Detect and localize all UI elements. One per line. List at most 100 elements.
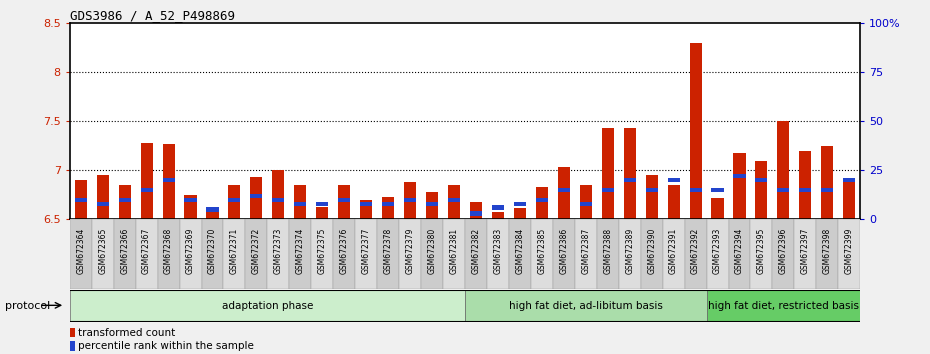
Bar	[267, 219, 289, 289]
Text: GSM672370: GSM672370	[208, 228, 217, 274]
Text: GSM672374: GSM672374	[296, 228, 305, 274]
Bar	[662, 219, 684, 289]
Bar	[689, 188, 701, 192]
Bar	[470, 211, 482, 216]
Bar	[536, 187, 548, 219]
Text: GSM672376: GSM672376	[339, 228, 349, 274]
Bar	[74, 180, 86, 219]
Bar	[838, 219, 860, 289]
Text: GSM672364: GSM672364	[76, 228, 86, 274]
Bar	[179, 219, 202, 289]
Bar	[113, 219, 136, 289]
Bar	[465, 290, 707, 322]
Bar	[821, 146, 833, 219]
Text: GSM672393: GSM672393	[713, 228, 722, 274]
Bar	[597, 219, 618, 289]
Bar	[531, 219, 552, 289]
Bar	[163, 144, 175, 219]
Bar	[229, 185, 241, 219]
Bar	[487, 219, 509, 289]
Text: GSM672387: GSM672387	[581, 228, 591, 274]
Bar	[443, 219, 465, 289]
Text: GSM672397: GSM672397	[801, 228, 810, 274]
Text: GSM672392: GSM672392	[691, 228, 700, 274]
Text: GSM672372: GSM672372	[252, 228, 261, 274]
Bar	[426, 201, 438, 206]
Bar	[421, 219, 443, 289]
Bar	[799, 151, 811, 219]
Bar	[404, 198, 416, 202]
Bar	[734, 174, 746, 178]
Bar	[751, 219, 773, 289]
Text: GSM672383: GSM672383	[494, 228, 502, 274]
Text: GSM672378: GSM672378	[384, 228, 392, 274]
Bar	[711, 188, 724, 192]
Text: GSM672377: GSM672377	[362, 228, 371, 274]
Text: GSM672388: GSM672388	[604, 228, 612, 274]
Bar	[711, 198, 724, 219]
Text: GSM672371: GSM672371	[230, 228, 239, 274]
Text: GSM672399: GSM672399	[844, 228, 854, 274]
Bar	[624, 178, 636, 182]
Text: GSM672384: GSM672384	[515, 228, 525, 274]
Bar	[92, 219, 113, 289]
Bar	[246, 219, 267, 289]
Bar	[272, 170, 285, 219]
Bar	[799, 188, 811, 192]
Bar	[360, 201, 372, 206]
Bar	[552, 219, 575, 289]
Bar	[509, 219, 531, 289]
Bar	[136, 219, 157, 289]
Text: GSM672369: GSM672369	[186, 228, 195, 274]
Bar	[773, 219, 794, 289]
Bar	[755, 178, 767, 182]
Bar	[70, 328, 75, 337]
Bar	[668, 185, 680, 219]
Bar	[579, 201, 591, 206]
Bar	[492, 212, 504, 219]
Bar	[602, 188, 614, 192]
Bar	[206, 208, 219, 219]
Bar	[202, 219, 223, 289]
Text: GSM672391: GSM672391	[669, 228, 678, 274]
Bar	[668, 178, 680, 182]
Text: GSM672367: GSM672367	[142, 228, 151, 274]
Bar	[514, 208, 526, 219]
Bar	[465, 219, 487, 289]
Bar	[184, 195, 196, 219]
Bar	[223, 219, 246, 289]
Text: GSM672365: GSM672365	[99, 228, 107, 274]
Text: GSM672366: GSM672366	[120, 228, 129, 274]
Bar	[339, 198, 351, 202]
Bar	[817, 219, 838, 289]
Bar	[707, 219, 728, 289]
Text: percentile rank within the sample: percentile rank within the sample	[78, 341, 254, 351]
Bar	[294, 201, 306, 206]
Text: GSM672395: GSM672395	[757, 228, 766, 274]
Bar	[250, 177, 262, 219]
Bar	[312, 219, 333, 289]
Text: GSM672373: GSM672373	[273, 228, 283, 274]
Bar	[355, 219, 378, 289]
Text: GSM672379: GSM672379	[405, 228, 415, 274]
Bar	[382, 197, 394, 219]
Text: GSM672368: GSM672368	[164, 228, 173, 274]
Bar	[579, 185, 591, 219]
Bar	[70, 219, 92, 289]
Bar	[470, 202, 482, 219]
Text: GSM672389: GSM672389	[625, 228, 634, 274]
Bar	[404, 182, 416, 219]
Bar	[378, 219, 399, 289]
Bar	[184, 198, 196, 202]
Bar	[755, 161, 767, 219]
Bar	[339, 185, 351, 219]
Bar	[316, 201, 328, 206]
Bar	[689, 42, 701, 219]
Text: GSM672394: GSM672394	[735, 228, 744, 274]
Bar	[272, 198, 285, 202]
Bar	[229, 198, 241, 202]
Bar	[728, 219, 751, 289]
Text: GSM672381: GSM672381	[449, 228, 458, 274]
Text: GSM672382: GSM672382	[472, 228, 481, 274]
Bar	[641, 219, 662, 289]
